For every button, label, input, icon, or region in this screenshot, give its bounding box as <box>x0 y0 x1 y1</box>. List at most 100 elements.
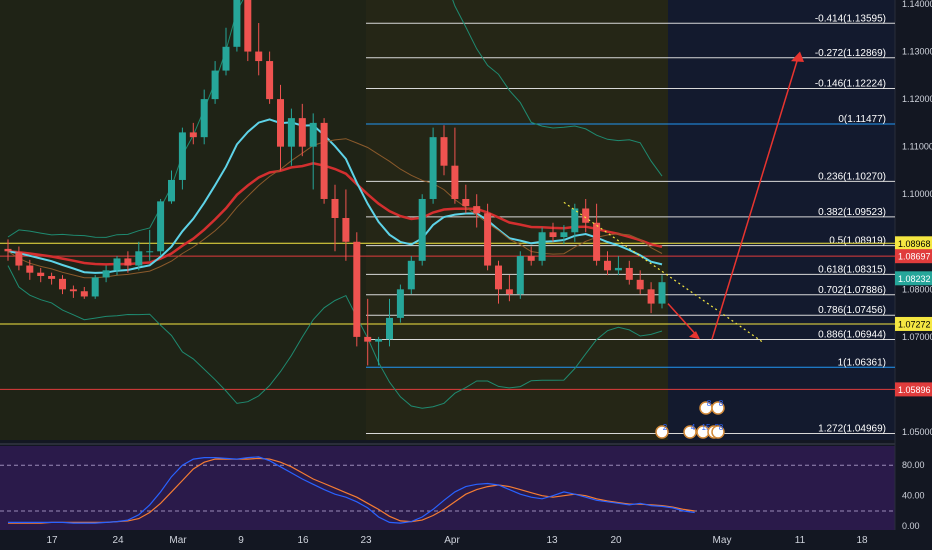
candle <box>277 84 284 171</box>
candle-body <box>527 256 535 261</box>
candle-body <box>157 201 165 252</box>
event-marker-label: 2 <box>663 423 668 432</box>
candle <box>178 127 186 190</box>
candle-body <box>189 132 197 138</box>
candle <box>353 232 361 347</box>
oscillator-tick-label: 40.00 <box>902 491 925 501</box>
candle <box>69 285 77 298</box>
fib-level-label: -0.272(1.12869) <box>815 48 886 59</box>
horizontal-levels <box>0 242 895 390</box>
price-tick-label: 1.11000 <box>902 142 932 152</box>
candle-body <box>396 289 404 318</box>
candle <box>604 251 611 276</box>
down-arrow-head <box>689 331 700 340</box>
candle-body <box>407 260 415 290</box>
fib-level: -0.414(1.13595) <box>366 13 895 24</box>
fib-level: 0.382(1.09523) <box>366 207 895 218</box>
oscillator-pane <box>0 446 895 530</box>
fib-level: -0.272(1.12869) <box>366 48 895 59</box>
candle <box>113 256 121 276</box>
fib-level: 0.5(1.08919) <box>366 236 895 247</box>
trend-line <box>563 201 763 343</box>
candle-body <box>614 267 622 271</box>
candle-body <box>375 339 383 342</box>
candle <box>462 184 470 214</box>
fibonacci-levels: -0.414(1.13595) -0.272(1.12869) -0.146(1.1… <box>366 13 895 434</box>
event-marker-circle <box>683 425 697 439</box>
event-marker-circle <box>655 425 669 439</box>
candle-body <box>135 251 143 266</box>
candle-body <box>516 256 524 295</box>
candle-body <box>505 289 513 295</box>
ma-brown-line <box>7 138 663 279</box>
candle-body <box>222 46 230 71</box>
time-tick-label: Apr <box>444 535 460 546</box>
candle-body <box>255 51 263 62</box>
candle <box>495 260 502 304</box>
fib-level: 0(1.11477) <box>366 114 895 125</box>
bb-upper-line <box>7 0 663 238</box>
time-tick-label: May <box>713 535 732 546</box>
oscillator-tick-label: 80.00 <box>902 460 925 470</box>
event-marker-label: 8 <box>707 399 712 408</box>
fib-level-label: -0.414(1.13595) <box>815 13 886 24</box>
candle <box>124 251 132 273</box>
time-tick-label: 18 <box>856 535 868 546</box>
candle <box>287 108 295 166</box>
candle <box>386 298 393 347</box>
candle-body <box>331 198 339 218</box>
candle <box>625 260 633 285</box>
candle-body <box>266 61 274 100</box>
candle-body <box>91 277 99 297</box>
price-badge-bg <box>895 271 932 286</box>
future-zone <box>668 0 895 440</box>
candle <box>146 229 154 261</box>
fib-level: 1(1.06361) <box>366 357 895 368</box>
candle-body <box>113 258 121 271</box>
candle <box>211 61 219 104</box>
candle-body <box>636 279 644 290</box>
time-tick-label: 16 <box>297 535 309 546</box>
candle <box>255 23 263 76</box>
bb-lower-line <box>7 265 663 409</box>
candle <box>26 259 34 280</box>
shaded-range-2 <box>366 0 668 440</box>
candle-body <box>571 208 579 233</box>
time-tick-label: 11 <box>795 535 806 546</box>
candle <box>4 239 12 261</box>
candle <box>571 203 579 242</box>
event-marker-label: 8 <box>719 423 724 432</box>
candle-body <box>364 336 372 342</box>
event-marker-circle <box>711 401 725 415</box>
candle-body <box>4 248 12 252</box>
candlesticks <box>4 0 666 366</box>
candle <box>429 127 437 204</box>
event-marker: 4 <box>683 423 697 439</box>
candle-body <box>647 289 655 304</box>
candle-body <box>538 232 546 261</box>
price-badge: 1.05896 <box>895 382 932 397</box>
candle-body <box>59 278 66 290</box>
event-marker-label: 8 <box>719 399 724 408</box>
price-badge-label: 1.08697 <box>898 252 931 262</box>
candle-body <box>69 289 77 292</box>
candle-body <box>560 232 568 238</box>
bollinger-bands <box>7 0 663 409</box>
time-tick-label: 13 <box>546 535 558 546</box>
candle <box>222 27 230 76</box>
candle-body <box>495 265 502 290</box>
candle-body <box>178 132 186 180</box>
time-tick-label: 23 <box>360 535 372 546</box>
price-tick-label: 1.08000 <box>902 284 932 294</box>
candle <box>560 225 568 245</box>
fib-level: 0.786(1.07456) <box>366 305 895 316</box>
candle-body <box>342 218 350 242</box>
candle <box>418 194 426 266</box>
candle <box>309 113 317 190</box>
candle <box>320 118 328 204</box>
price-tick-label: 1.12000 <box>902 94 932 104</box>
fib-level: 0.702(1.07886) <box>366 285 895 296</box>
fib-level-label: 0.382(1.09523) <box>818 207 886 218</box>
candle <box>342 189 350 261</box>
